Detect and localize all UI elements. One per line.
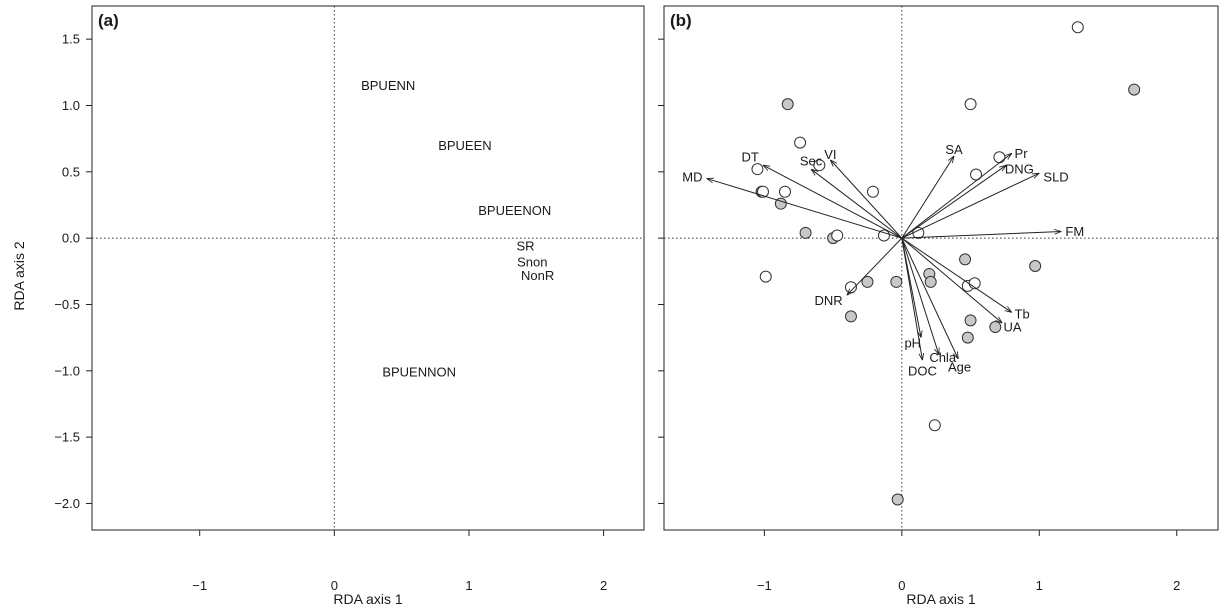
site-point-filled bbox=[890, 275, 903, 288]
vector-arrow bbox=[901, 173, 1039, 239]
site-point-open bbox=[970, 168, 983, 181]
vector-label: DT bbox=[742, 150, 759, 165]
panel-label: (a) bbox=[98, 11, 119, 30]
response-label: BPUEEN bbox=[438, 138, 491, 153]
response-label: BPUEENON bbox=[478, 203, 551, 218]
vector-label: Pr bbox=[1015, 146, 1029, 161]
vector-arrow bbox=[901, 237, 958, 359]
vector-arrow bbox=[901, 238, 923, 360]
vector-arrow bbox=[901, 238, 939, 355]
site-point-filled bbox=[989, 321, 1002, 334]
site-point-filled bbox=[844, 310, 857, 323]
site-point-filled bbox=[1029, 260, 1042, 273]
y-tick-label: 1.5 bbox=[62, 32, 80, 47]
site-point-filled bbox=[861, 275, 874, 288]
vector-arrow bbox=[901, 237, 1012, 312]
x-tick-label: −1 bbox=[192, 578, 207, 593]
site-point-filled bbox=[964, 314, 977, 327]
vector-label: Chla bbox=[929, 350, 957, 365]
site-point-open bbox=[928, 419, 941, 432]
vector-arrow bbox=[811, 169, 903, 239]
vector-arrow bbox=[901, 153, 1012, 239]
response-label: Snon bbox=[517, 255, 547, 270]
site-point-open bbox=[751, 163, 764, 176]
response-label: NonR bbox=[521, 268, 554, 283]
site-point-open bbox=[964, 98, 977, 111]
site-point-filled bbox=[799, 226, 812, 239]
y-tick-label: −0.5 bbox=[54, 297, 80, 312]
x-axis-title: RDA axis 1 bbox=[906, 591, 975, 607]
y-tick-label: −1.5 bbox=[54, 430, 80, 445]
vector-label: pH bbox=[904, 335, 921, 350]
y-tick-label: 1.0 bbox=[62, 98, 80, 113]
site-point-filled bbox=[924, 275, 937, 288]
y-tick-label: 0.0 bbox=[62, 231, 80, 246]
vector-arrow bbox=[901, 156, 954, 239]
vector-label: SA bbox=[945, 142, 963, 157]
y-tick-label: 0.5 bbox=[62, 164, 80, 179]
site-point-filled bbox=[959, 253, 972, 266]
response-label: SR bbox=[516, 239, 534, 254]
y-tick-label: −1.0 bbox=[54, 363, 80, 378]
x-tick-label: 0 bbox=[898, 578, 905, 593]
site-point-open bbox=[813, 159, 826, 172]
vector-label: SLD bbox=[1043, 170, 1068, 185]
site-point-filled bbox=[961, 331, 974, 344]
panel-a: −1 0 1 2 −2.0 −1.5 −1.0 −0.5 0.0 0.5 1.0 1.5 RDA axi… bbox=[54, 5, 645, 607]
vector-arrow bbox=[830, 160, 903, 239]
vector-label: UA bbox=[1004, 320, 1022, 335]
y-axis-title: RDA axis 2 bbox=[11, 241, 27, 310]
x-tick-label: −1 bbox=[757, 578, 772, 593]
x-tick-label: 0 bbox=[331, 578, 338, 593]
site-point-filled bbox=[781, 98, 794, 111]
site-point-open bbox=[866, 185, 879, 198]
x-axis-title: RDA axis 1 bbox=[333, 591, 402, 607]
vector-label: MD bbox=[682, 170, 702, 185]
vector-arrow bbox=[763, 165, 903, 239]
site-point-open bbox=[759, 270, 772, 283]
site-point-filled bbox=[891, 493, 904, 506]
vector-label: DNG bbox=[1005, 162, 1034, 177]
site-point-open bbox=[1071, 21, 1084, 34]
site-point-open bbox=[778, 185, 791, 198]
x-tick-label: 1 bbox=[1036, 578, 1043, 593]
plot-frame bbox=[91, 5, 645, 531]
site-point-open bbox=[993, 151, 1006, 164]
vector-label: DOC bbox=[908, 363, 937, 378]
site-point-open bbox=[794, 136, 807, 149]
site-point-filled bbox=[774, 197, 787, 210]
vector-arrow bbox=[901, 237, 1002, 323]
response-label: BPUENN bbox=[361, 78, 415, 93]
x-tick-label: 1 bbox=[465, 578, 472, 593]
panel-label: (b) bbox=[670, 11, 692, 30]
vector-arrow bbox=[847, 237, 903, 295]
site-point-filled bbox=[1128, 83, 1141, 96]
vector-label: DNR bbox=[815, 293, 843, 308]
vector-arrow bbox=[707, 178, 902, 239]
vector-label: Age bbox=[948, 359, 971, 374]
vector-arrow bbox=[901, 165, 1006, 239]
vector-label: Tb bbox=[1015, 306, 1030, 321]
vector-arrow bbox=[901, 232, 1061, 239]
response-label: BPUENNON bbox=[382, 365, 456, 380]
x-tick-label: 2 bbox=[600, 578, 607, 593]
site-point-open bbox=[877, 229, 890, 242]
site-point-open bbox=[831, 229, 844, 242]
x-tick-label: 2 bbox=[1173, 578, 1180, 593]
plot-frame bbox=[663, 5, 1219, 531]
y-tick-label: −2.0 bbox=[54, 496, 80, 511]
vector-label: FM bbox=[1065, 224, 1084, 239]
vector-label: Sec bbox=[800, 154, 823, 169]
vector-label: VI bbox=[824, 147, 836, 162]
